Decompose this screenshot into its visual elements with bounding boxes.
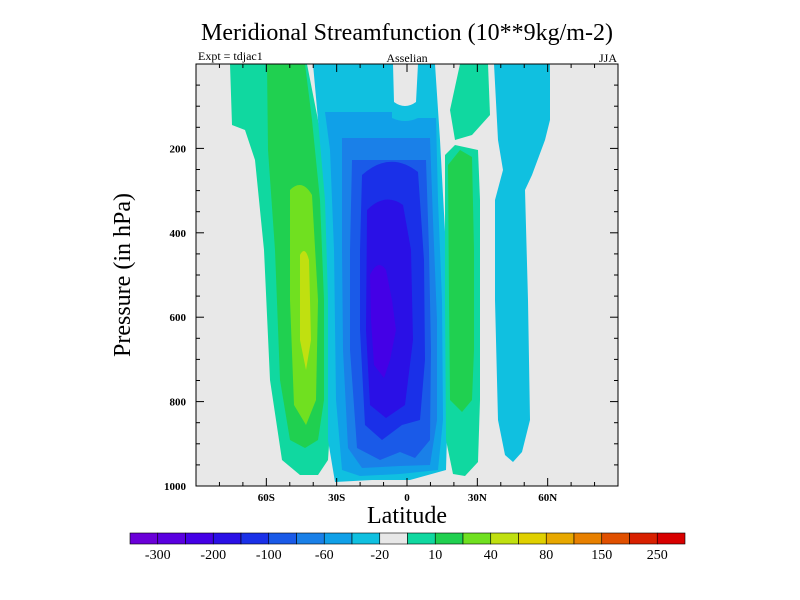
colorbar-swatch <box>351 532 381 545</box>
colorbar-label: -20 <box>370 548 389 563</box>
x-tick-label: 30S <box>328 492 345 504</box>
x-tick-label: 0 <box>404 492 410 504</box>
contour-nh-10 <box>450 64 490 140</box>
colorbar-swatch <box>157 532 186 545</box>
colorbar-swatch <box>323 532 353 545</box>
contour-nh-neg-10 <box>494 64 550 462</box>
colorbar-swatch <box>379 532 408 545</box>
contour-neg-300 <box>370 265 396 378</box>
plot-area <box>196 64 618 486</box>
y-axis-title: Pressure (in hPa) <box>110 193 136 357</box>
colorbar-label: 250 <box>647 548 668 563</box>
contour-nh-40 <box>448 150 474 412</box>
x-tick-labels: 60S 30S 0 30N 60N <box>258 492 557 504</box>
subtitle-right: JJA <box>599 51 617 65</box>
colorbar-label: 10 <box>428 548 442 563</box>
x-axis-title: Latitude <box>367 503 447 529</box>
colorbar-label: -300 <box>145 548 171 563</box>
y-tick-label: 400 <box>170 228 187 240</box>
colorbar-swatch <box>656 532 686 545</box>
colorbar-label: 80 <box>539 548 553 563</box>
colorbar-label: -100 <box>256 548 282 563</box>
subtitle-left: Expt = tdjac1 <box>198 49 263 63</box>
colorbar-swatch <box>629 532 658 545</box>
colorbar-swatch <box>212 532 242 545</box>
colorbar-swatch <box>490 532 519 545</box>
chart-title: Meridional Streamfunction (10**9kg/m-2) <box>201 20 613 46</box>
colorbar-swatch <box>240 532 270 545</box>
colorbar-swatch <box>407 532 436 545</box>
y-tick-label: 1000 <box>164 481 187 493</box>
axis-ticks <box>196 64 618 486</box>
colorbar-swatch <box>462 532 492 545</box>
x-tick-label: 60S <box>258 492 275 504</box>
colorbar <box>129 532 686 545</box>
colorbar-swatch <box>545 532 575 545</box>
colorbar-swatch <box>185 532 214 545</box>
colorbar-swatch <box>601 532 630 545</box>
x-tick-label: 60N <box>538 492 557 504</box>
y-tick-label: 600 <box>170 312 187 324</box>
colorbar-label: 150 <box>591 548 612 563</box>
colorbar-swatch <box>296 532 325 545</box>
y-tick-labels: 200 400 600 800 1000 <box>164 143 187 493</box>
colorbar-swatch <box>573 532 603 545</box>
colorbar-label: -60 <box>315 548 334 563</box>
colorbar-swatch <box>434 532 464 545</box>
y-tick-label: 800 <box>170 397 187 409</box>
contour-sh-150 <box>300 251 311 370</box>
x-tick-label: 30N <box>468 492 487 504</box>
y-tick-label: 200 <box>170 143 187 155</box>
colorbar-label: 40 <box>484 548 498 563</box>
colorbar-swatch <box>268 532 297 545</box>
colorbar-labels: -300 -200 -100 -60 -20 10 40 80 150 250 <box>145 548 668 563</box>
colorbar-label: -200 <box>200 548 226 563</box>
subtitle-center: Asselian <box>386 51 427 65</box>
colorbar-swatch <box>518 532 547 545</box>
colorbar-swatch <box>129 532 159 545</box>
